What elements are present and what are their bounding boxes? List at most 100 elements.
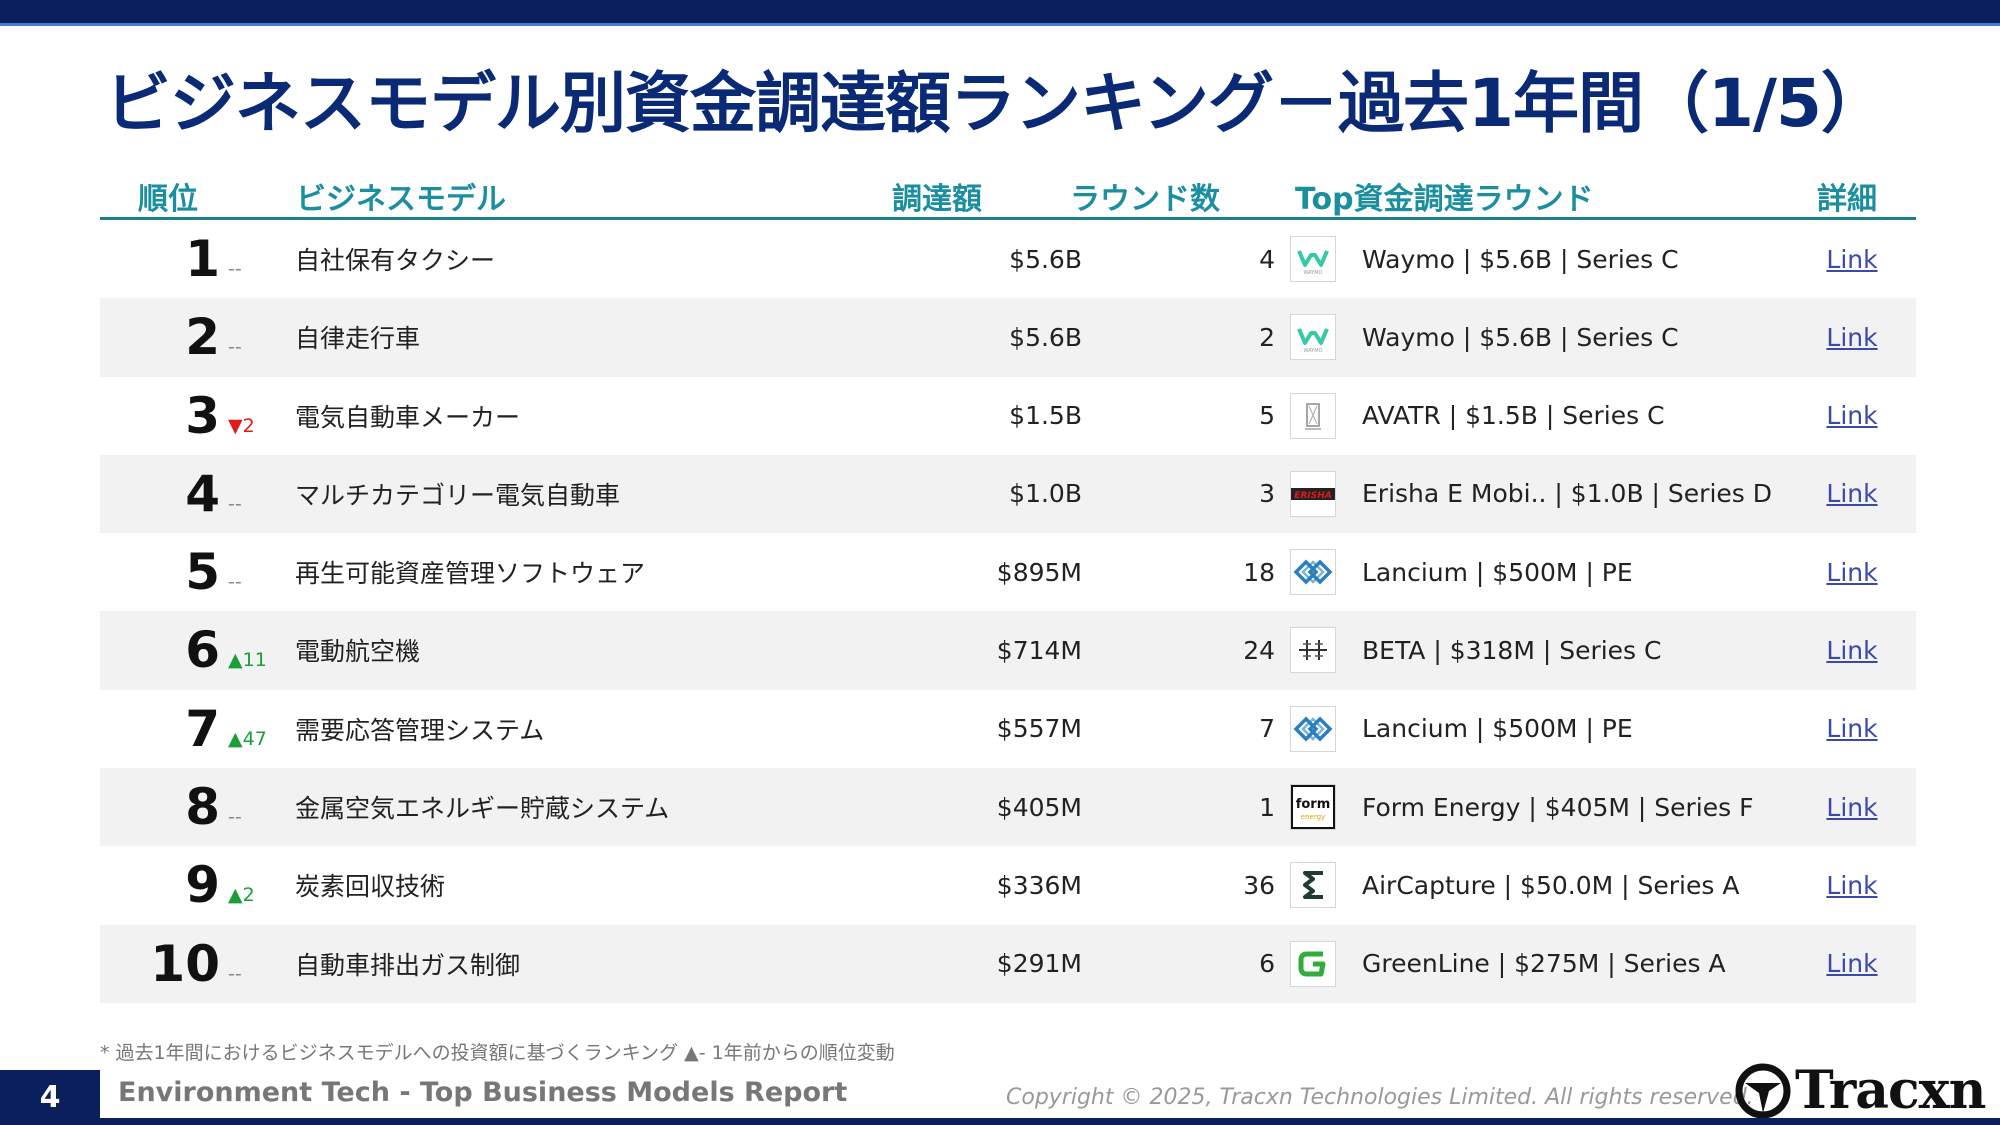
- top-accent-bar: [0, 0, 2000, 26]
- detail-link[interactable]: Link: [1826, 244, 1878, 274]
- copyright: Copyright © 2025, Tracxn Technologies Li…: [1006, 1085, 1754, 1110]
- rank-change: ▲2: [228, 884, 255, 907]
- rank-change: --: [228, 492, 242, 515]
- rank-change: ▲11: [228, 649, 267, 672]
- detail-link[interactable]: Link: [1826, 401, 1878, 431]
- round-count: 7: [1259, 714, 1275, 744]
- top-round: Lancium | $500M | PE: [1362, 557, 1633, 587]
- header-rank: 順位: [138, 182, 198, 217]
- rank-change: --: [228, 962, 242, 985]
- table-row: 3 ▼2 電気自動車メーカー $1.5B 5 AVATR | $1.5B | Series…: [100, 377, 1916, 455]
- top-round: Form Energy | $405M | Series F: [1362, 792, 1754, 822]
- report-name: Environment Tech - Top Business Models R…: [118, 1077, 848, 1108]
- round-count: 4: [1259, 244, 1275, 274]
- waymo-wordmark: WAYMO: [1303, 348, 1322, 354]
- beta-logo-icon: [1290, 627, 1336, 674]
- detail-link[interactable]: Link: [1826, 557, 1878, 587]
- business-model: 自動車排出ガス制御: [295, 950, 521, 980]
- detail-link[interactable]: Link: [1826, 635, 1878, 665]
- funding-amount: $895M: [996, 557, 1082, 587]
- funding-amount: $5.6B: [1009, 322, 1082, 352]
- business-model: 自律走行車: [295, 324, 421, 354]
- table-row: 2 -- 自律走行車 $5.6B 2 WAYMO Waymo | $5.6B | Serie…: [100, 298, 1916, 377]
- rank-change: ▼2: [228, 414, 255, 437]
- rank-number: 7: [185, 699, 220, 758]
- waymo-logo-icon: WAYMO: [1290, 314, 1336, 361]
- top-round: GreenLine | $275M | Series A: [1362, 949, 1726, 979]
- rank-number: 3: [185, 386, 220, 445]
- rank-change: --: [228, 571, 242, 594]
- rank-cell: 3 ▼2: [100, 377, 330, 455]
- top-round: Erisha E Mobi.. | $1.0B | Series D: [1362, 479, 1772, 509]
- funding-amount: $714M: [996, 635, 1082, 665]
- detail-link[interactable]: Link: [1826, 870, 1878, 900]
- top-round: AVATR | $1.5B | Series C: [1362, 401, 1665, 431]
- header-model: ビジネスモデル: [296, 182, 506, 217]
- table-row: 5 -- 再生可能資産管理ソフトウェア $895M 18 Lancium | $500M …: [100, 533, 1916, 611]
- rank-change: ▲47: [228, 727, 267, 750]
- rank-number: 2: [185, 308, 220, 367]
- detail-link[interactable]: Link: [1826, 322, 1878, 352]
- table-row: 1 -- 自社保有タクシー $5.6B 4 WAYMO Waymo | $5.6B | Se…: [100, 220, 1916, 298]
- table-row: 8 -- 金属空気エネルギー貯蔵システム $405M 1 form energy Form E…: [100, 768, 1916, 847]
- rank-number: 5: [185, 543, 220, 602]
- table-row: 9 ▲2 炭素回収技術 $336M 36 AirCapture | $50.0M | Se…: [100, 846, 1916, 924]
- detail-link[interactable]: Link: [1826, 949, 1878, 979]
- page-title: ビジネスモデル別資金調達額ランキング－過去1年間（1/5）: [105, 65, 1887, 142]
- erisha-wordmark: ERISHA: [1294, 491, 1331, 501]
- bottom-accent-bar: [0, 1118, 2000, 1125]
- table-row: 7 ▲47 需要応答管理システム $557M 7 Lancium | $500M | PE…: [100, 690, 1916, 768]
- waymo-logo-icon: WAYMO: [1290, 236, 1336, 282]
- aircapture-logo-icon: [1290, 862, 1336, 909]
- table-header: 順位 ビジネスモデル 調達額 ラウンド数 Top資金調達ラウンド 詳細: [100, 170, 1916, 220]
- funding-amount: $1.5B: [1009, 401, 1082, 431]
- funding-amount: $5.6B: [1009, 244, 1082, 274]
- funding-amount: $557M: [996, 714, 1082, 744]
- rank-number: 9: [185, 856, 220, 915]
- round-count: 2: [1259, 322, 1275, 352]
- rank-number: 8: [185, 778, 220, 837]
- business-model: 需要応答管理システム: [295, 715, 545, 745]
- lancium-logo-icon: [1290, 705, 1336, 752]
- business-model: マルチカテゴリー電気自動車: [295, 480, 621, 510]
- waymo-wordmark: WAYMO: [1303, 270, 1322, 276]
- top-round: BETA | $318M | Series C: [1362, 635, 1662, 665]
- rank-number: 10: [150, 934, 220, 993]
- rank-number: 6: [185, 621, 220, 680]
- detail-link[interactable]: Link: [1826, 714, 1878, 744]
- table-body: 1 -- 自社保有タクシー $5.6B 4 WAYMO Waymo | $5.6B | Se…: [100, 220, 1916, 1003]
- detail-link[interactable]: Link: [1826, 479, 1878, 509]
- form-energy-logo-icon: form energy: [1290, 784, 1336, 831]
- brand-name: Tracxn: [1795, 1060, 1986, 1121]
- round-count: 18: [1243, 557, 1275, 587]
- rank-cell: 5 --: [100, 533, 330, 611]
- header-detail: 詳細: [1817, 182, 1877, 217]
- round-count: 6: [1259, 949, 1275, 979]
- ranking-table: 順位 ビジネスモデル 調達額 ラウンド数 Top資金調達ラウンド 詳細 1 -- 自…: [100, 170, 1916, 1003]
- rank-change: --: [228, 806, 242, 829]
- round-count: 5: [1259, 401, 1275, 431]
- detail-link[interactable]: Link: [1826, 792, 1878, 822]
- rank-cell: 9 ▲2: [100, 846, 330, 924]
- funding-amount: $405M: [996, 792, 1082, 822]
- rank-change: --: [228, 336, 242, 359]
- business-model: 炭素回収技術: [295, 872, 446, 902]
- round-count: 36: [1243, 870, 1275, 900]
- table-row: 10 -- 自動車排出ガス制御 $291M 6 GreenLine | $275M | S…: [100, 924, 1916, 1003]
- footnote: * 過去1年間におけるビジネスモデルへの投資額に基づくランキング ▲- 1年前か…: [100, 1042, 895, 1064]
- business-model: 電気自動車メーカー: [295, 402, 521, 432]
- funding-amount: $336M: [996, 870, 1082, 900]
- table-row: 4 -- マルチカテゴリー電気自動車 $1.0B 3 ERISHA Erisha E Mob…: [100, 454, 1916, 534]
- rank-cell: 10 --: [100, 925, 330, 1003]
- top-round: AirCapture | $50.0M | Series A: [1362, 870, 1740, 900]
- rank-cell: 7 ▲47: [100, 690, 330, 768]
- rank-change: --: [228, 258, 242, 280]
- rank-cell: 4 --: [100, 455, 330, 533]
- rank-cell: 2 --: [100, 298, 330, 376]
- rank-number: 4: [185, 464, 220, 523]
- funding-amount: $291M: [996, 949, 1082, 979]
- rank-cell: 8 --: [100, 768, 330, 846]
- header-amount: 調達額: [892, 182, 982, 217]
- tracxn-logo: Tracxn: [1735, 1060, 1986, 1121]
- top-round: Waymo | $5.6B | Series C: [1362, 322, 1679, 352]
